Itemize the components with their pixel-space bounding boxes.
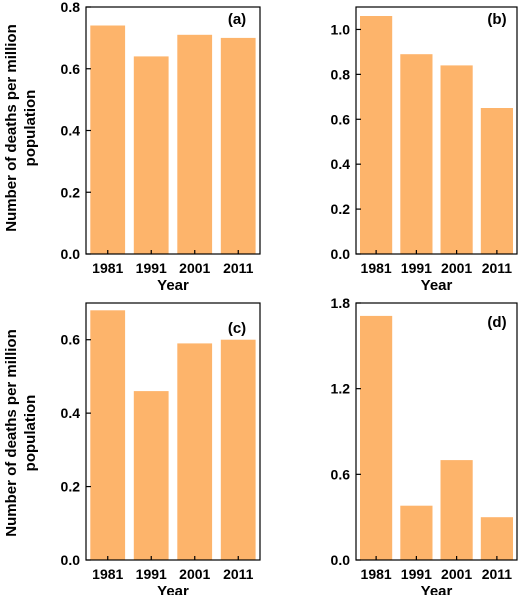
x-tick-label: 1991	[401, 260, 432, 276]
bar	[90, 25, 126, 254]
x-axis-label: Year	[157, 583, 189, 595]
x-tick-label: 1981	[361, 566, 392, 582]
x-tick-label: 2011	[223, 260, 254, 276]
bar	[133, 391, 169, 560]
x-tick-label: 2011	[223, 566, 254, 582]
x-tick-label: 1981	[361, 260, 392, 276]
chart-panel-2: 0.0 0.2 0.4 0.6 0.8 1.0 1981 1991 2001 2011 Year (b…	[331, 6, 518, 294]
y-tick-label: 0.0	[61, 246, 81, 262]
panel-label: (d)	[487, 314, 506, 331]
y-tick-label: 0.6	[331, 466, 351, 482]
y-tick-label: 1.0	[331, 21, 351, 37]
y-axis-label-line2: population	[22, 395, 39, 472]
y-tick-label: 0.4	[61, 405, 81, 421]
chart-panel-1: 0.0 0.2 0.4 0.6 0.8 1981 1991 2001 2011 Year (a)	[61, 0, 261, 294]
bar	[400, 54, 433, 255]
y-tick-label: 1.2	[331, 381, 351, 397]
bar	[480, 517, 513, 560]
y-tick-label: 0.2	[61, 479, 81, 495]
bar	[220, 37, 256, 255]
bar	[177, 34, 213, 254]
x-tick-label: 1991	[401, 566, 432, 582]
x-tick-label: 2001	[179, 260, 210, 276]
bar	[220, 339, 256, 560]
x-tick-label: 1991	[136, 566, 167, 582]
x-axis-label: Year	[421, 583, 453, 595]
x-tick-label: 2001	[441, 260, 472, 276]
x-tick-label: 1991	[136, 260, 167, 276]
x-tick-label: 2001	[179, 566, 210, 582]
x-tick-label: 2011	[482, 260, 513, 276]
plot-frame	[355, 302, 518, 561]
y-tick-label: 0.8	[61, 0, 81, 15]
y-tick-label: 0.4	[61, 123, 81, 139]
y-tick-label: 0.0	[331, 246, 351, 262]
y-tick-label: 0.6	[61, 332, 81, 348]
bar	[90, 310, 126, 560]
bar	[440, 65, 473, 255]
bar	[177, 343, 213, 560]
x-axis-label: Year	[421, 277, 453, 294]
y-tick-label: 0.4	[331, 156, 351, 172]
plot-frame	[85, 302, 261, 561]
x-axis-label: Year	[157, 277, 189, 294]
y-axis-label-line1: Number of deaths per million	[3, 24, 20, 232]
bar	[400, 505, 433, 560]
y-tick-label: 0.0	[331, 552, 351, 568]
bar	[360, 315, 393, 560]
panel-label: (a)	[228, 11, 246, 28]
y-tick-label: 0.2	[331, 201, 351, 217]
bar	[360, 16, 393, 254]
x-tick-label: 1981	[92, 566, 123, 582]
x-tick-label: 1981	[92, 260, 123, 276]
x-tick-label: 2011	[482, 566, 513, 582]
y-tick-label: 0.6	[331, 111, 351, 127]
y-tick-label: 1.8	[331, 295, 351, 311]
y-tick-label: 0.2	[61, 184, 81, 200]
y-tick-label: 0.6	[61, 61, 81, 77]
y-tick-label: 0.0	[61, 552, 81, 568]
y-axis-label-top: Number of deaths per million population	[3, 24, 39, 232]
y-axis-label-line2: population	[22, 90, 39, 167]
bar	[440, 460, 473, 560]
chart-panel-3: 0.0 0.2 0.4 0.6 1981 1991 2001 2011 Year (c)	[61, 302, 261, 595]
x-tick-label: 2001	[441, 566, 472, 582]
chart-panel-4: 0.0 0.6 1.2 1.8 1981 1991 2001 2011 Year (d)	[331, 295, 518, 595]
panel-label: (c)	[228, 320, 246, 337]
panel-label: (b)	[487, 11, 506, 28]
bar	[133, 56, 169, 255]
y-axis-label-line1: Number of deaths per million	[3, 329, 20, 537]
plot-frame	[355, 6, 518, 255]
bar	[480, 108, 513, 254]
y-axis-label-bottom: Number of deaths per million population	[3, 329, 39, 537]
y-tick-label: 0.8	[331, 66, 351, 82]
